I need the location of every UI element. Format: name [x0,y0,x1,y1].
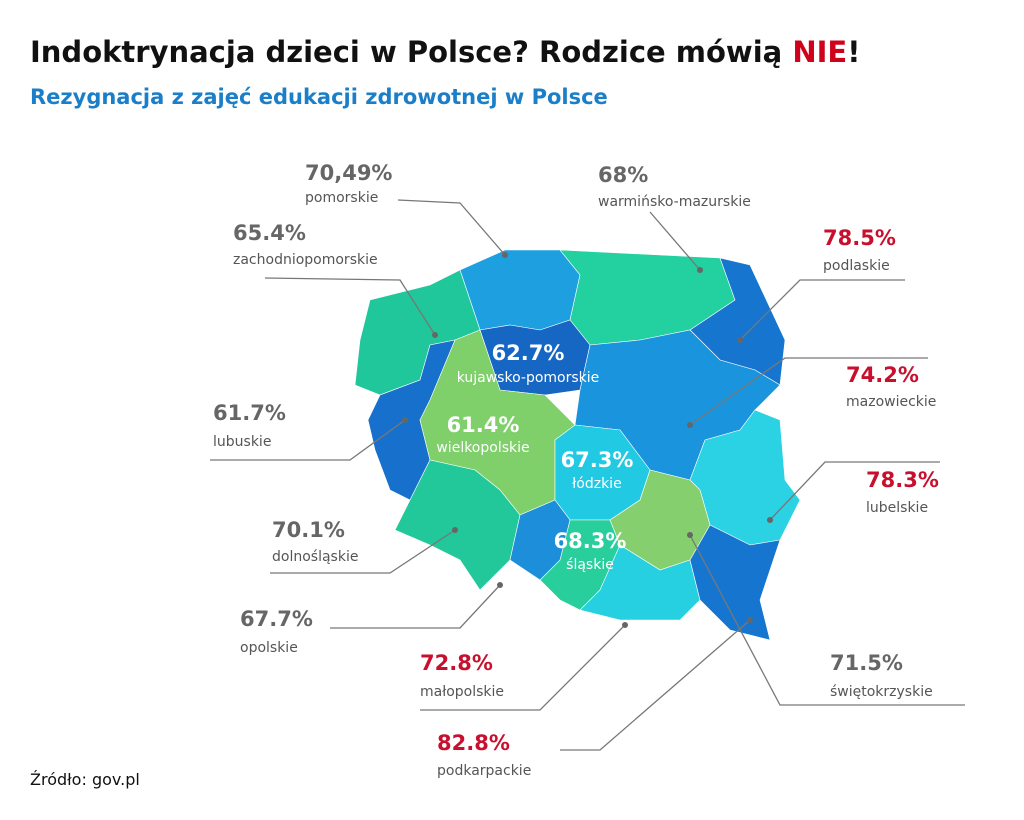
region-name: zachodniopomorskie [233,252,378,268]
region-value: 68% [598,163,648,187]
region-value: 67.7% [240,607,313,631]
title-part: NIE [792,35,847,69]
leader-dot [497,582,503,588]
title-part: Indoktrynacja dzieci w Polsce? Rodzice m… [30,35,792,69]
region-name: pomorskie [305,190,378,206]
leader-line [689,534,965,706]
region-name: podlaskie [823,258,890,274]
leader-line [210,419,406,461]
region-name: dolnośląskie [272,549,358,565]
leader-line [397,199,506,256]
region-name: wielkopolskie [436,440,529,456]
region [689,524,781,641]
title: Indoktrynacja dzieci w Polsce? Rodzice m… [30,35,860,69]
leader-dot [432,332,438,338]
leader-dot [747,617,753,623]
leader-dot [402,417,408,423]
region-value: 65.4% [233,221,306,245]
region-name: kujawsko-pomorskie [457,370,600,386]
region-value: 70,49% [305,161,392,185]
leader-dot [687,422,693,428]
region-name: śląskie [566,557,614,573]
region-value: 78.5% [823,226,896,250]
leader-dot [622,622,628,628]
leader-line [560,619,751,751]
leader-line [769,461,940,521]
region-name: świętokrzyskie [830,684,933,700]
region [459,249,581,331]
region-value: 61.4% [447,413,520,437]
leader-line [420,624,626,711]
leader-line [330,584,501,629]
region-value: 82.8% [437,731,510,755]
leader-dot [687,532,693,538]
region-name: lubelskie [866,500,928,516]
region-value: 67.3% [561,448,634,472]
leader-dot [697,267,703,273]
leader-dot [452,527,458,533]
title-part: ! [847,35,860,69]
leader-dot [737,337,743,343]
region-value: 72.8% [420,651,493,675]
region [509,499,571,581]
leader-line [264,277,436,336]
region-name: podkarpackie [437,763,531,779]
leader-line [649,211,701,271]
leader-line [739,279,905,341]
leader-line [689,357,928,426]
source: Źródło: gov.pl [30,770,140,789]
region-name: mazowieckie [846,394,936,410]
region-value: 74.2% [846,363,919,387]
region-name: łódzkie [572,476,621,492]
region-name: warmińsko-mazurskie [598,194,751,210]
region-value: 78.3% [866,468,939,492]
region-value: 61.7% [213,401,286,425]
leader-line [270,529,456,574]
region-value: 62.7% [492,341,565,365]
region-value: 70.1% [272,518,345,542]
subtitle: Rezygnacja z zajęć edukacji zdrowotnej w… [30,85,608,109]
leader-dot [767,517,773,523]
region-name: lubuskie [213,434,271,450]
region-name: opolskie [240,640,298,656]
leader-dot [502,252,508,258]
region [579,544,701,621]
region-value: 71.5% [830,651,903,675]
region-name: małopolskie [420,684,504,700]
region-value: 68.3% [554,529,627,553]
